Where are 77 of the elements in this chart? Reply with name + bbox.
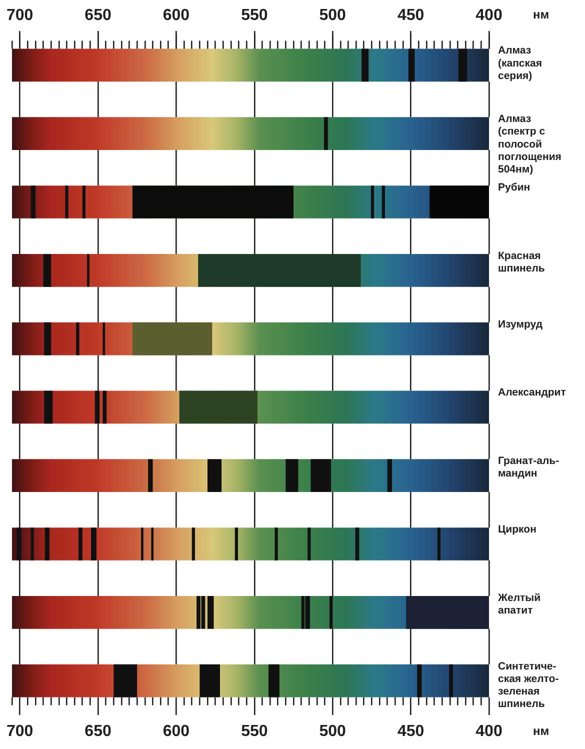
bar [207,459,222,492]
x-tick-label: 500 [319,6,346,24]
bar [16,528,22,560]
y-tick-label: Алмаз (капская серия) [498,44,542,82]
bar [362,48,369,82]
bar [132,186,294,218]
bar [387,459,392,492]
bar [102,390,107,424]
bar [234,528,238,560]
x2-tick-label: 700 [6,723,34,740]
bar [179,390,258,424]
bar [76,322,80,356]
bar [268,664,280,698]
bar [102,322,106,356]
bar [198,254,361,287]
bar [417,664,422,698]
bar [449,664,454,698]
bar [132,322,212,356]
bar [382,186,385,218]
y-tick-label: Желтый апатит [497,592,541,616]
bar [286,459,298,492]
y-tick-label: Гранат-аль- мандин [498,455,560,480]
bar [305,596,310,629]
bar [458,48,468,82]
bar [406,596,489,629]
x-tick-label: 600 [162,6,190,24]
x-tick-label: 550 [241,6,268,24]
bar [310,459,332,492]
bar [44,390,53,424]
bar [114,664,138,698]
x2-tick-label: 650 [84,723,112,740]
bar [12,664,489,698]
y-tick-label: Алмаз (спектр с полосой поглощения 504нм) [498,113,562,176]
x-tick-label: 700 [6,6,34,24]
y-tick-label: Александрит [498,386,566,399]
bar [274,528,278,560]
bar [324,117,328,150]
y-tick-label: Циркон [498,523,536,536]
bar [148,459,153,492]
x-axis-title: нм [533,724,550,738]
bar [82,186,86,218]
bar [12,117,489,150]
bar [200,664,220,698]
bar [355,528,360,560]
bar [65,186,68,218]
bar [207,596,214,629]
bar [30,528,34,560]
bar [430,186,489,218]
bar [151,528,154,560]
x2-tick-label: 550 [241,723,268,740]
bar [408,48,415,82]
bar [437,528,441,560]
bar [30,186,36,218]
y-tick-label: Красная шпинель [498,250,546,274]
bar [308,528,311,560]
bar [44,528,50,560]
x2-tick-label: 450 [397,723,424,740]
bar [329,596,333,629]
y-tick-label: Рубин [498,181,530,194]
bar [12,528,489,560]
bar [94,390,100,424]
y-tick-label: Изумруд [498,318,543,330]
x2-axis-title: нм [533,8,550,22]
bar [90,528,96,560]
x-tick-label: 450 [397,6,424,24]
x2-tick-label: 600 [162,723,190,740]
bar [43,254,52,287]
x2-tick-label: 400 [476,723,502,740]
x-tick-label: 400 [476,6,502,24]
x2-tick-label: 500 [319,723,346,740]
bar [12,48,489,82]
x-tick-label: 650 [84,6,112,24]
bar [44,322,52,356]
y-tick-label: Синтетиче- ская желто- зеленая шпинель [498,660,560,710]
bar [192,528,195,560]
bar [370,186,374,218]
bar [78,528,82,560]
